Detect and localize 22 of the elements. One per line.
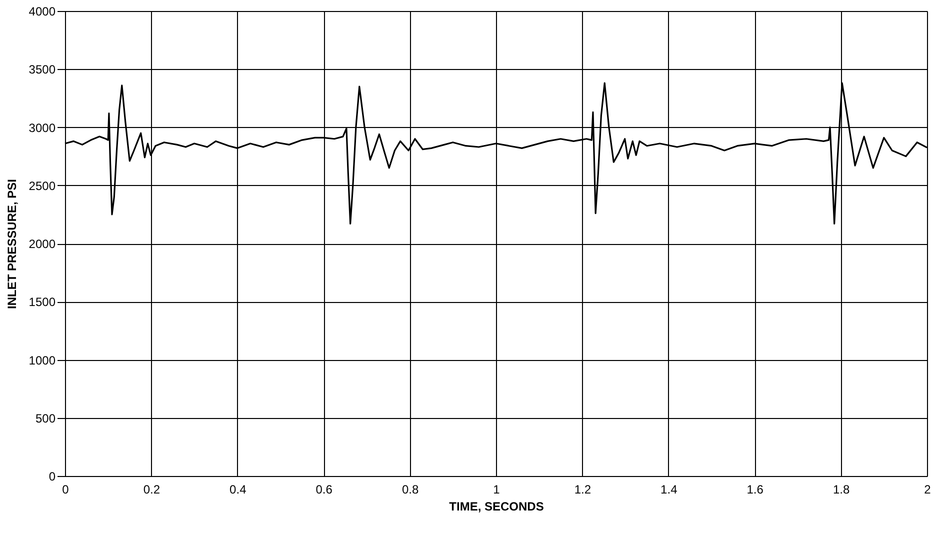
x-axis-title: TIME, SECONDS (449, 500, 544, 514)
x-tick-label: 1.4 (660, 482, 678, 496)
y-tick-label: 1500 (28, 295, 56, 310)
x-tick-label: 0.4 (230, 482, 247, 496)
y-tick-label: 3500 (28, 62, 56, 77)
x-tick-label: 1.6 (746, 482, 764, 496)
x-tick-label: 0 (62, 482, 70, 496)
y-tick-label: 2500 (28, 178, 56, 193)
x-tick-label: 1 (493, 482, 500, 496)
y-axis-title: INLET PRESSURE, PSI (4, 178, 19, 310)
x-tick-label: 0.2 (143, 482, 160, 496)
y-tick-label: 0 (48, 470, 56, 484)
y-tick-label: 2000 (28, 237, 56, 251)
x-tick-label: 0.8 (402, 482, 419, 496)
x-tick-label: 2 (924, 482, 932, 496)
y-tick-label: 4000 (28, 4, 56, 18)
y-tick-label: 500 (35, 411, 56, 426)
x-tick-label: 1.2 (574, 482, 592, 496)
y-tick-label: 3000 (28, 120, 56, 135)
x-tick-label: 0.6 (316, 482, 333, 496)
x-tick-label: 1.8 (832, 482, 850, 496)
y-tick-label: 1000 (28, 353, 56, 368)
